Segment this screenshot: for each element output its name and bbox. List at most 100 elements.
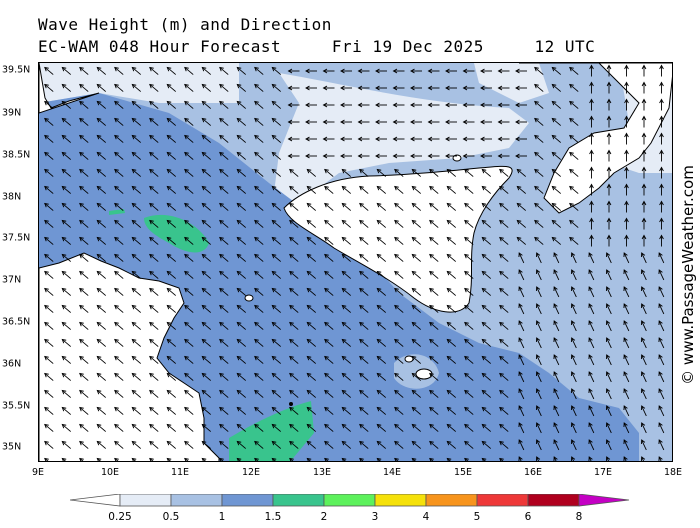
direction-arrow <box>201 424 212 432</box>
direction-arrow <box>324 203 334 211</box>
direction-arrow-head <box>254 100 259 106</box>
direction-arrow <box>376 237 387 245</box>
direction-arrow <box>481 458 487 461</box>
direction-arrow <box>79 254 89 262</box>
direction-arrow-head <box>166 202 172 208</box>
direction-arrow <box>464 305 474 313</box>
direction-arrow-head <box>114 287 119 293</box>
direction-arrow <box>481 322 492 330</box>
direction-arrow <box>464 390 474 398</box>
direction-arrow <box>569 84 579 92</box>
direction-arrow-head <box>535 269 541 275</box>
direction-arrow-head <box>497 102 503 108</box>
direction-arrow-head <box>588 303 593 309</box>
direction-arrow-head <box>184 134 189 140</box>
direction-arrow-head <box>201 117 207 123</box>
direction-arrow-head <box>61 406 67 412</box>
direction-arrow-head <box>236 253 242 259</box>
chart-title: Wave Height (m) and Direction <box>38 15 332 34</box>
direction-arrow <box>114 203 124 211</box>
direction-arrow <box>571 354 577 366</box>
direction-arrow <box>219 305 229 313</box>
direction-arrow-head <box>44 253 49 259</box>
direction-arrow <box>219 220 229 228</box>
direction-arrow-head <box>96 236 102 242</box>
direction-arrow-head <box>606 115 612 121</box>
direction-arrow-head <box>497 85 503 91</box>
direction-arrow <box>481 356 492 364</box>
direction-arrow <box>411 322 422 330</box>
direction-arrow-head <box>515 136 520 142</box>
direction-arrow-head <box>166 219 172 225</box>
direction-arrow <box>341 220 352 228</box>
direction-arrow <box>201 288 212 296</box>
direction-arrow-head <box>166 304 172 310</box>
direction-arrow-head <box>359 440 364 446</box>
direction-arrow <box>464 288 474 296</box>
direction-arrow <box>44 373 54 381</box>
direction-arrow-head <box>659 132 664 138</box>
direction-arrow-head <box>551 83 557 89</box>
direction-arrow <box>166 407 177 415</box>
direction-arrow-head <box>184 185 189 191</box>
direction-arrow-head <box>219 304 224 310</box>
direction-arrow <box>429 254 439 262</box>
direction-arrow-head <box>79 423 84 429</box>
direction-arrow-head <box>359 253 364 259</box>
direction-arrow <box>96 84 107 92</box>
direction-arrow-head <box>254 406 259 412</box>
direction-arrow <box>641 320 647 332</box>
direction-arrow <box>641 286 647 298</box>
direction-arrow <box>341 237 352 245</box>
direction-arrow-head <box>359 304 364 310</box>
direction-arrow-head <box>96 406 102 412</box>
direction-arrow <box>289 271 299 279</box>
direction-arrow <box>516 169 527 177</box>
direction-arrow-head <box>201 236 207 242</box>
direction-arrow-head <box>324 270 329 276</box>
direction-arrow <box>341 339 352 347</box>
direction-arrow <box>534 152 544 160</box>
direction-arrow-head <box>464 406 469 412</box>
direction-arrow-head <box>606 183 612 189</box>
direction-arrow-head <box>658 286 663 292</box>
direction-arrow-head <box>44 117 49 123</box>
direction-arrow-head <box>606 81 612 87</box>
direction-arrow <box>551 169 562 177</box>
direction-arrow-head <box>184 117 189 123</box>
direction-arrow-head <box>341 389 347 395</box>
wave-map[interactable] <box>38 62 673 462</box>
direction-arrow <box>79 424 89 432</box>
direction-arrow-head <box>392 136 398 142</box>
direction-arrow-head <box>166 134 172 140</box>
direction-arrow-head <box>589 132 594 138</box>
direction-arrow <box>201 339 212 347</box>
direction-arrow <box>623 252 630 264</box>
legend-label: 5 <box>474 511 481 523</box>
direction-arrow-head <box>96 66 102 72</box>
direction-arrow <box>131 373 142 381</box>
direction-arrow <box>184 169 194 177</box>
direction-arrow <box>184 203 194 211</box>
direction-arrow <box>641 439 647 451</box>
direction-arrow-head <box>411 440 417 446</box>
direction-arrow-head <box>410 102 415 108</box>
direction-arrow <box>569 169 579 177</box>
direction-arrow <box>641 252 647 264</box>
direction-arrow <box>166 169 177 177</box>
direction-arrow-head <box>219 117 224 123</box>
direction-arrow-head <box>658 337 663 343</box>
direction-arrow <box>201 373 212 381</box>
direction-arrow <box>114 458 119 461</box>
direction-arrow <box>518 320 525 332</box>
direction-arrow <box>306 424 317 432</box>
direction-arrow <box>571 286 577 298</box>
direction-arrow-head <box>271 168 277 174</box>
direction-arrow-head <box>324 338 329 344</box>
direction-arrow <box>359 237 369 245</box>
direction-arrow-head <box>553 405 558 411</box>
direction-arrow-head <box>411 253 417 259</box>
direction-arrow <box>376 169 387 177</box>
direction-arrow <box>446 458 452 461</box>
direction-arrow <box>536 422 542 434</box>
